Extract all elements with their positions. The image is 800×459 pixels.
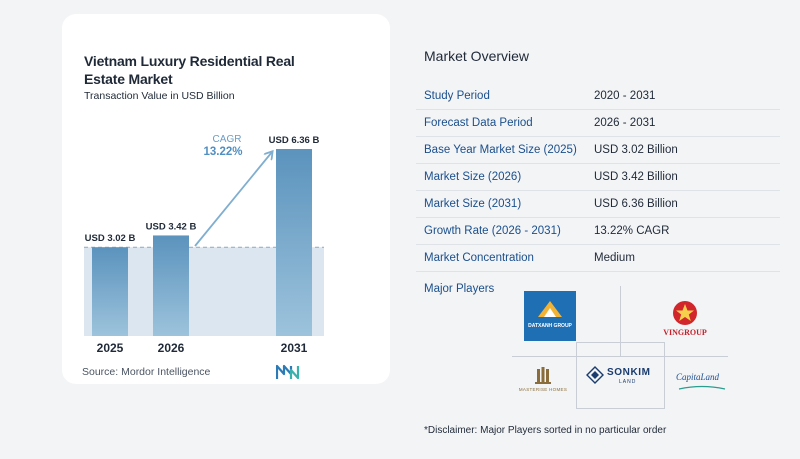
overview-value: 2020 - 2031 xyxy=(594,90,656,102)
overview-key: Market Size (2031) xyxy=(424,198,522,210)
overview-row-market-size-2026: Market Size (2026) USD 3.42 Billion xyxy=(416,165,780,191)
sonkim-logo-subtext: LAND xyxy=(619,379,637,385)
bar-chart: USD 3.02 B 2025 USD 3.42 B 2026 USD 6.36 B 20… xyxy=(84,134,324,355)
tick-label-2025: 2025 xyxy=(97,341,124,355)
source-note: Source: Mordor Intelligence xyxy=(82,366,211,378)
dat-xanh-group-logo: DATXANH GROUP xyxy=(524,291,576,341)
data-label-2026: USD 3.42 B xyxy=(146,221,197,232)
overview-value: 2026 - 2031 xyxy=(594,117,656,129)
capitaland-logo-text: CapitaLand xyxy=(676,372,720,382)
players-divider xyxy=(576,342,577,408)
overview-row-study-period: Study Period 2020 - 2031 xyxy=(416,84,780,110)
bar-2025 xyxy=(92,247,128,336)
disclaimer: *Disclaimer: Major Players sorted in no … xyxy=(424,425,667,436)
data-label-2031: USD 6.36 B xyxy=(269,135,320,146)
overview-value: USD 3.02 Billion xyxy=(594,144,678,156)
sonkim-land-logo: SONKIM LAND xyxy=(586,362,656,392)
vingroup-logo: VINGROUP xyxy=(656,300,714,340)
players-divider xyxy=(576,408,665,409)
mordor-intelligence-icon xyxy=(276,364,300,380)
players-divider xyxy=(664,342,665,408)
overview-key: Forecast Data Period xyxy=(424,117,533,129)
vingroup-logo-text: VINGROUP xyxy=(663,328,707,337)
sonkim-mark-icon xyxy=(586,366,604,384)
overview-row-forecast-period: Forecast Data Period 2026 - 2031 xyxy=(416,111,780,137)
cagr-arrow xyxy=(194,152,272,247)
capitaland-swoosh-icon xyxy=(678,385,726,390)
overview-value: 13.22% CAGR xyxy=(594,225,670,237)
tick-label-2026: 2026 xyxy=(158,341,185,355)
overview-row-market-size-2031: Market Size (2031) USD 6.36 Billion xyxy=(416,192,780,218)
overview-row-growth-rate: Growth Rate (2026 - 2031) 13.22% CAGR xyxy=(416,219,780,245)
masterise-homes-logo: MASTERISE HOMES xyxy=(518,366,568,398)
major-players-title: Major Players xyxy=(424,283,495,295)
chart-subtitle: Transaction Value in USD Billion xyxy=(84,90,235,102)
tick-label-2031: 2031 xyxy=(281,341,308,355)
players-divider xyxy=(620,286,621,356)
capitaland-logo: CapitaLand xyxy=(670,372,732,394)
players-divider xyxy=(576,342,665,343)
overview-key: Study Period xyxy=(424,90,490,102)
cagr-label: CAGR xyxy=(213,134,242,145)
overview-key: Growth Rate (2026 - 2031) xyxy=(424,225,561,237)
overview-value: USD 6.36 Billion xyxy=(594,198,678,210)
overview-key: Base Year Market Size (2025) xyxy=(424,144,577,156)
masterise-mark-icon xyxy=(535,367,551,384)
vingroup-star-icon xyxy=(673,301,697,325)
overview-key: Market Concentration xyxy=(424,252,534,264)
bar-2026 xyxy=(153,235,189,336)
sonkim-logo-text: SONKIM xyxy=(607,367,651,378)
overview-key: Market Size (2026) xyxy=(424,171,522,183)
dat-xanh-mark-icon xyxy=(538,301,562,317)
overview-title: Market Overview xyxy=(424,48,530,64)
cagr-value: 13.22% xyxy=(203,146,242,158)
dat-xanh-logo-text: DATXANH GROUP xyxy=(528,323,572,329)
overview-value: USD 3.42 Billion xyxy=(594,171,678,183)
overview-row-base-year: Base Year Market Size (2025) USD 3.02 Bi… xyxy=(416,138,780,164)
data-label-2025: USD 3.02 B xyxy=(85,233,136,244)
overview-row-concentration: Market Concentration Medium xyxy=(416,246,780,272)
overview-value: Medium xyxy=(594,252,635,264)
masterise-logo-text: MASTERISE HOMES xyxy=(518,387,568,392)
bar-2031 xyxy=(276,149,312,336)
players-divider xyxy=(512,356,728,357)
chart-title: Vietnam Luxury Residential Real Estate M… xyxy=(84,53,295,87)
chart-card: Vietnam Luxury Residential Real Estate M… xyxy=(62,14,390,384)
